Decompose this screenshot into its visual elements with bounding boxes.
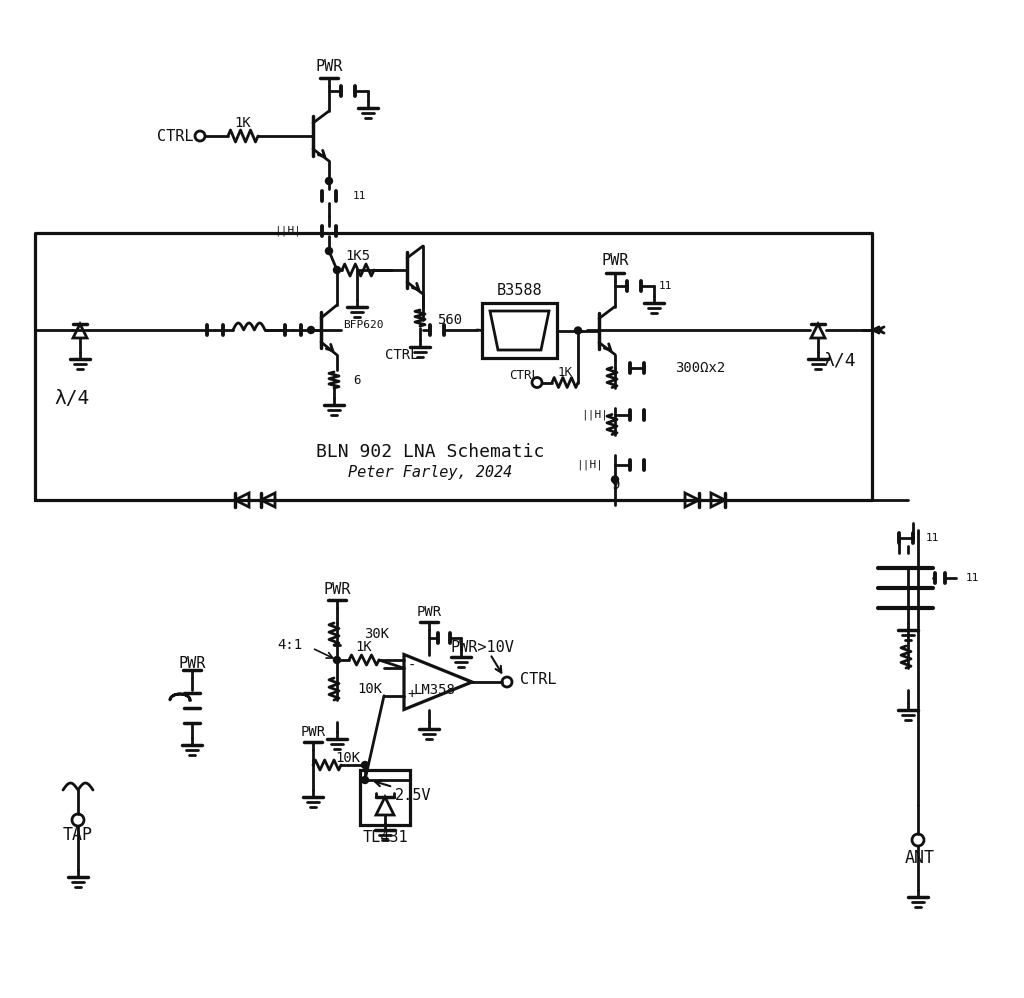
Text: PWR>10V: PWR>10V (451, 640, 514, 655)
Text: ||H|: ||H| (274, 226, 301, 237)
Text: ||H|: ||H| (582, 409, 608, 420)
Text: PWR: PWR (601, 253, 629, 268)
Circle shape (574, 327, 582, 334)
Circle shape (334, 657, 341, 664)
Text: 1K: 1K (557, 366, 572, 379)
Text: B3588: B3588 (497, 282, 543, 297)
Text: 9: 9 (610, 477, 620, 491)
Text: 11: 11 (353, 191, 367, 201)
Text: 300Ωx2: 300Ωx2 (675, 360, 725, 374)
Circle shape (307, 326, 314, 333)
Bar (482, 303, 557, 358)
Circle shape (361, 761, 369, 768)
Text: TL431: TL431 (362, 829, 408, 844)
Circle shape (326, 178, 333, 185)
Text: 4:1: 4:1 (276, 638, 302, 652)
Text: 30K: 30K (364, 627, 389, 641)
Text: 2.5V: 2.5V (395, 787, 431, 802)
Text: -: - (408, 660, 416, 674)
Text: PWR: PWR (300, 725, 326, 739)
Text: +: + (408, 687, 416, 701)
Text: PWR: PWR (315, 59, 343, 74)
Bar (360, 770, 410, 825)
Text: 10K: 10K (357, 682, 382, 696)
Text: ANT: ANT (905, 849, 935, 867)
Text: λ/4: λ/4 (54, 388, 90, 407)
Text: BFP620: BFP620 (343, 320, 384, 330)
Text: 560: 560 (437, 313, 462, 327)
Text: 10K: 10K (335, 751, 360, 765)
Circle shape (326, 248, 333, 254)
Text: CTRL: CTRL (520, 673, 556, 688)
Text: Peter Farley, 2024: Peter Farley, 2024 (348, 464, 512, 479)
Text: 11: 11 (659, 280, 673, 290)
Text: 11: 11 (966, 573, 980, 583)
Text: 1K: 1K (355, 640, 373, 654)
Text: CTRL: CTRL (385, 348, 419, 362)
Text: 1K5: 1K5 (345, 249, 371, 263)
Text: PWR: PWR (324, 583, 350, 598)
Circle shape (361, 776, 369, 783)
Text: BLN 902 LNA Schematic: BLN 902 LNA Schematic (315, 443, 544, 461)
Circle shape (611, 476, 618, 483)
Text: LM358: LM358 (414, 683, 456, 697)
Text: CTRL: CTRL (157, 129, 193, 144)
Text: 6: 6 (353, 373, 360, 386)
Circle shape (334, 266, 341, 273)
Text: ||H|: ||H| (577, 459, 603, 470)
Text: 11: 11 (926, 533, 939, 543)
Text: PWR: PWR (417, 605, 441, 619)
Text: λ/4: λ/4 (823, 351, 856, 369)
Text: PWR: PWR (178, 656, 206, 671)
Text: TAP: TAP (63, 826, 93, 844)
Text: 1K: 1K (234, 116, 251, 130)
Text: CTRL: CTRL (509, 369, 539, 382)
